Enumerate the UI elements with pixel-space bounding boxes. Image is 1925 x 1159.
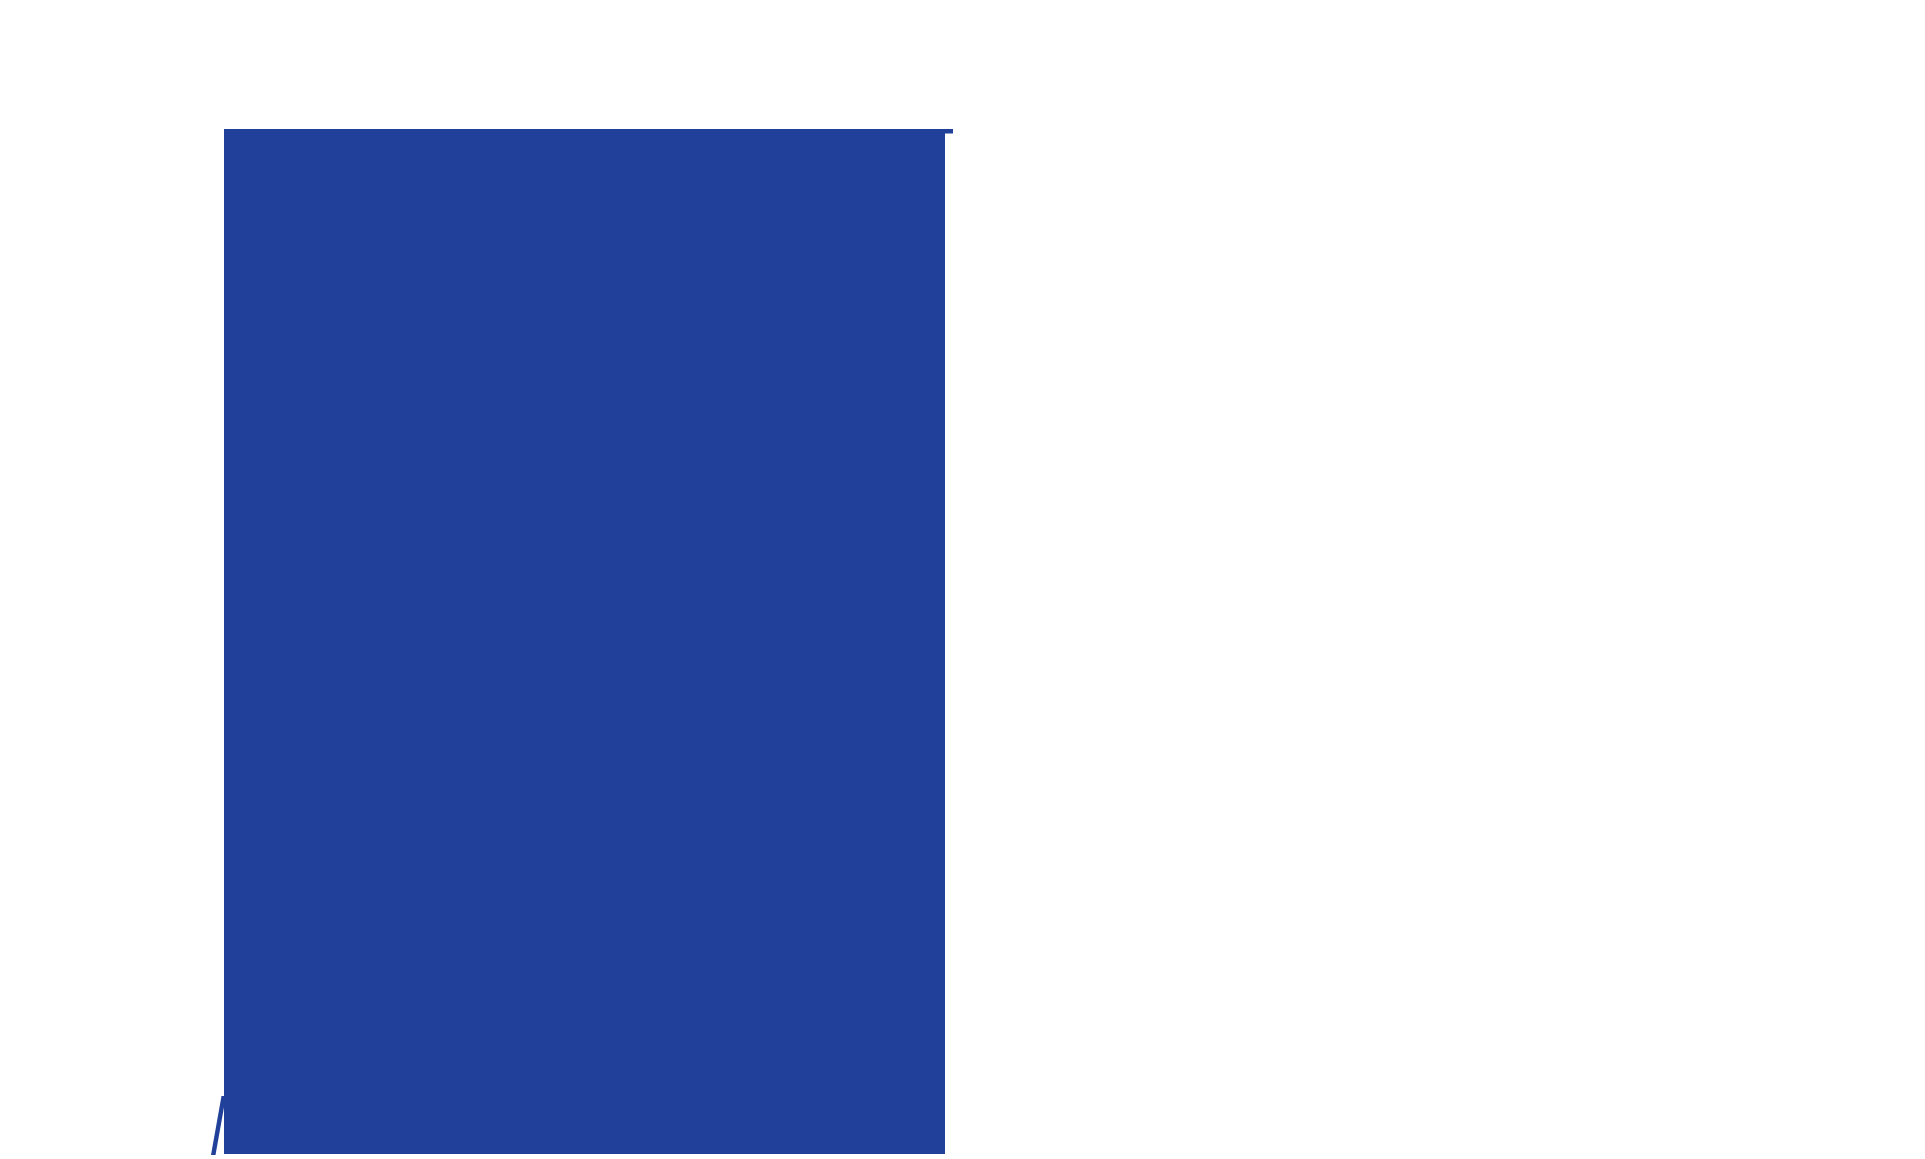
main-rectangle xyxy=(224,129,945,1154)
top-right-tab xyxy=(944,129,953,134)
bottom-left-diagonal-stroke xyxy=(211,1096,226,1155)
